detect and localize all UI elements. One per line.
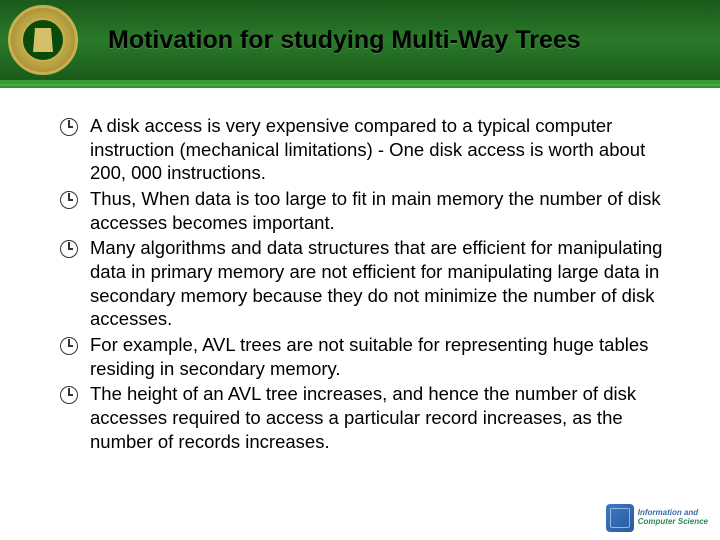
slide-content: A disk access is very expensive compared… [0,84,720,475]
list-item: A disk access is very expensive compared… [60,114,680,185]
ics-badge-icon [606,504,634,532]
bullet-text: A disk access is very expensive compared… [90,115,645,183]
footer-text: Information and Computer Science [638,509,708,527]
logo-book-icon [33,28,53,52]
bullet-list: A disk access is very expensive compared… [60,114,680,453]
footer-line2: Computer Science [638,518,708,527]
list-item: For example, AVL trees are not suitable … [60,333,680,380]
bullet-text: The height of an AVL tree increases, and… [90,383,636,451]
university-logo [8,5,78,75]
slide-number: 5 [704,6,710,18]
logo-inner-circle [21,18,65,62]
bullet-text: Thus, When data is too large to fit in m… [90,188,661,233]
footer-logo: Information and Computer Science [606,504,708,532]
bullet-text: For example, AVL trees are not suitable … [90,334,648,379]
list-item: Thus, When data is too large to fit in m… [60,187,680,234]
slide-title: Motivation for studying Multi-Way Trees [108,26,581,55]
list-item: Many algorithms and data structures that… [60,236,680,331]
slide-header: Motivation for studying Multi-Way Trees [0,0,720,84]
list-item: The height of an AVL tree increases, and… [60,382,680,453]
bullet-text: Many algorithms and data structures that… [90,237,662,329]
